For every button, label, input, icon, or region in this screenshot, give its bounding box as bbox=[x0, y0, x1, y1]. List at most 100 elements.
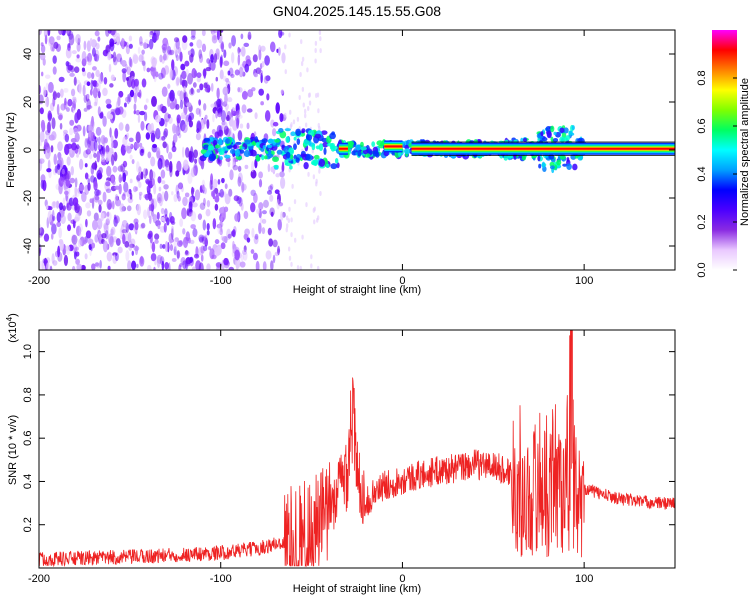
noise-blob bbox=[63, 100, 68, 110]
noise-blob bbox=[98, 167, 103, 175]
noise-blob bbox=[95, 69, 100, 78]
signal-blob bbox=[403, 144, 410, 150]
signal-track-band bbox=[338, 147, 348, 150]
noise-blob bbox=[180, 257, 186, 266]
noise-blob bbox=[162, 141, 167, 149]
noise-blob bbox=[230, 73, 235, 78]
noise-blob bbox=[111, 141, 114, 149]
noise-blob bbox=[192, 202, 198, 208]
noise-blob bbox=[206, 222, 210, 231]
noise-blob bbox=[40, 71, 44, 77]
noise-blob bbox=[94, 53, 100, 62]
noise-blob bbox=[121, 219, 128, 228]
noise-blob bbox=[173, 125, 178, 134]
noise-blob bbox=[137, 171, 141, 179]
noise-blob bbox=[215, 76, 219, 82]
signal-blob bbox=[355, 144, 361, 151]
noise-blob bbox=[148, 32, 153, 38]
noise-blob bbox=[163, 222, 167, 233]
noise-blob bbox=[319, 36, 322, 42]
noise-blob bbox=[190, 35, 196, 40]
noise-blob bbox=[279, 112, 284, 123]
noise-blob bbox=[47, 81, 54, 93]
noise-blob bbox=[135, 186, 139, 192]
noise-blob bbox=[240, 33, 244, 40]
noise-blob bbox=[190, 211, 197, 222]
noise-blob bbox=[202, 219, 207, 231]
noise-blob bbox=[83, 107, 88, 112]
noise-blob bbox=[239, 261, 246, 268]
noise-blob bbox=[244, 164, 249, 170]
noise-blob bbox=[179, 51, 183, 62]
noise-blob bbox=[203, 82, 208, 89]
noise-blob bbox=[237, 176, 242, 187]
noise-blob bbox=[193, 149, 198, 159]
noise-blob bbox=[100, 157, 106, 163]
noise-blob bbox=[217, 179, 221, 185]
signal-blob bbox=[261, 138, 268, 144]
noise-blob bbox=[118, 183, 122, 195]
signal-blob bbox=[295, 128, 302, 137]
noise-blob bbox=[196, 76, 201, 83]
noise-blob bbox=[81, 67, 86, 72]
noise-blob bbox=[40, 44, 46, 54]
signal-blob bbox=[325, 163, 330, 169]
noise-blob bbox=[63, 254, 69, 267]
noise-blob bbox=[73, 250, 77, 260]
signal-blob bbox=[546, 131, 552, 139]
noise-blob bbox=[272, 121, 279, 127]
noise-blob bbox=[154, 233, 160, 240]
noise-blob bbox=[161, 260, 165, 270]
noise-blob bbox=[56, 92, 61, 99]
noise-blob bbox=[59, 122, 63, 130]
noise-blob bbox=[162, 53, 167, 61]
noise-blob bbox=[175, 54, 179, 62]
noise-blob bbox=[218, 33, 223, 44]
noise-blob bbox=[270, 260, 274, 270]
noise-blob bbox=[91, 242, 96, 249]
noise-blob bbox=[97, 199, 103, 206]
noise-blob bbox=[51, 223, 57, 235]
noise-blob bbox=[258, 171, 263, 179]
noise-blob bbox=[313, 206, 316, 212]
noise-blob bbox=[87, 52, 93, 63]
signal-blob bbox=[218, 137, 223, 145]
noise-blob bbox=[290, 217, 293, 223]
noise-blob bbox=[65, 47, 72, 59]
noise-blob bbox=[58, 114, 63, 121]
noise-blob bbox=[210, 173, 214, 185]
noise-blob bbox=[280, 89, 284, 95]
noise-blob bbox=[118, 122, 124, 131]
noise-blob bbox=[87, 130, 94, 142]
noise-blob bbox=[160, 216, 165, 222]
noise-blob bbox=[63, 87, 69, 93]
signal-blob bbox=[313, 154, 320, 160]
noise-blob bbox=[179, 99, 184, 110]
noise-blob bbox=[185, 250, 189, 255]
noise-blob bbox=[261, 218, 267, 224]
noise-blob bbox=[201, 30, 206, 37]
noise-blob bbox=[131, 159, 135, 165]
signal-blob bbox=[285, 136, 290, 144]
noise-blob bbox=[214, 195, 220, 203]
noise-blob bbox=[87, 61, 92, 66]
noise-blob bbox=[250, 169, 257, 179]
noise-blob bbox=[151, 96, 157, 107]
noise-blob bbox=[71, 50, 77, 55]
signal-blob bbox=[276, 149, 283, 155]
noise-blob bbox=[43, 30, 48, 38]
noise-blob bbox=[237, 86, 241, 93]
noise-blob bbox=[161, 86, 168, 97]
noise-blob bbox=[176, 76, 180, 86]
noise-blob bbox=[253, 72, 259, 78]
noise-blob bbox=[254, 233, 259, 240]
noise-blob bbox=[117, 165, 124, 172]
noise-blob bbox=[196, 120, 202, 133]
noise-blob bbox=[215, 246, 220, 257]
noise-blob bbox=[135, 109, 140, 116]
noise-blob bbox=[233, 195, 240, 202]
noise-blob bbox=[268, 185, 273, 192]
noise-blob bbox=[65, 245, 70, 252]
noise-blob bbox=[217, 112, 222, 118]
noise-blob bbox=[117, 96, 121, 107]
